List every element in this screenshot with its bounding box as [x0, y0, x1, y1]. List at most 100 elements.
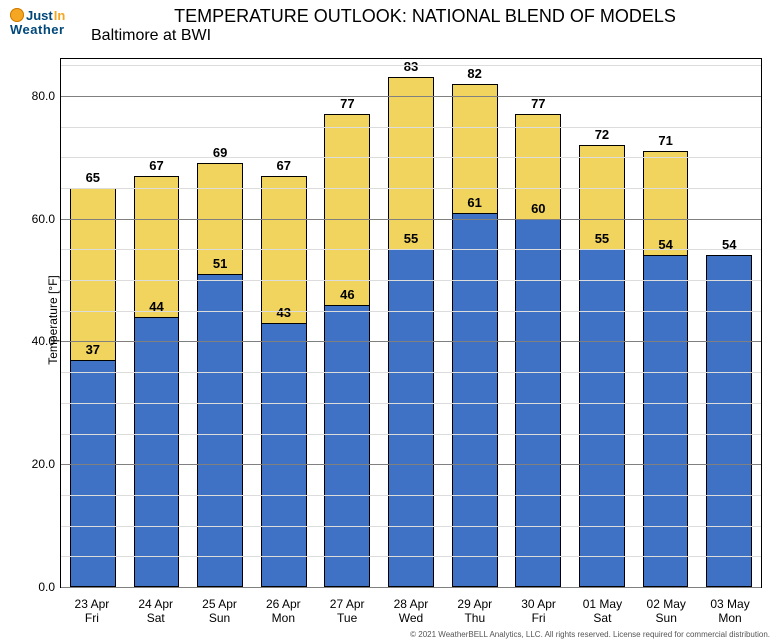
x-tick-label: 02 MaySun — [634, 598, 698, 626]
bar-high-seg — [324, 114, 370, 304]
value-label-low: 55 — [388, 231, 434, 246]
logo-text-weather: Weather — [10, 23, 65, 37]
bar-stack: 83 55 — [388, 59, 434, 587]
x-tick-label: 23 AprFri — [60, 598, 124, 626]
x-axis-ticks: 23 AprFri24 AprSat25 AprSun26 AprMon27 A… — [60, 598, 762, 626]
bar-stack: 54 — [706, 59, 752, 587]
y-axis-label: Temperature [°F] — [46, 275, 60, 365]
grid-minor — [61, 372, 761, 373]
copyright-text: © 2021 WeatherBELL Analytics, LLC. All r… — [410, 630, 770, 639]
bar-stack: 72 55 — [579, 59, 625, 587]
grid-major — [61, 96, 761, 97]
value-label-high: 82 — [452, 66, 498, 81]
value-label-low: 60 — [515, 201, 561, 216]
bar-slot: 83 55 — [379, 59, 443, 587]
bar-slot: 65 37 — [61, 59, 125, 587]
x-tick-label: 01 MaySat — [571, 598, 635, 626]
logo-text-in: In — [54, 8, 66, 23]
grid-minor — [61, 434, 761, 435]
grid-minor — [61, 127, 761, 128]
bar-low-seg — [261, 323, 307, 587]
bar-stack: 82 61 — [452, 59, 498, 587]
y-tick-label: 60.0 — [21, 212, 55, 226]
bar-low-seg — [643, 255, 689, 587]
grid-minor — [61, 157, 761, 158]
bar-stack: 6951 — [197, 59, 243, 587]
grid-minor — [61, 249, 761, 250]
value-label-low: 51 — [197, 256, 243, 271]
bar-slot: 7154 — [634, 59, 698, 587]
bars-area: 6537674469516743774683558261776072557154… — [61, 59, 761, 587]
logo-text-just: Just — [26, 8, 53, 23]
bar-high-seg — [70, 188, 116, 360]
plot-area: 6537674469516743774683558261776072557154… — [60, 58, 762, 588]
bar-low-seg — [388, 249, 434, 587]
value-label-high: 72 — [579, 127, 625, 142]
value-label-high: 71 — [643, 133, 689, 148]
bar-slot: 6744 — [125, 59, 189, 587]
logo-line1: JustIn — [10, 6, 65, 23]
y-tick-label: 20.0 — [21, 457, 55, 471]
x-tick-label: 27 AprTue — [315, 598, 379, 626]
x-tick-label: 03 MayMon — [698, 598, 762, 626]
grid-minor — [61, 526, 761, 527]
bar-slot: 82 61 — [443, 59, 507, 587]
y-tick-label: 0.0 — [21, 580, 55, 594]
bar-slot: 6951 — [188, 59, 252, 587]
bar-low-seg — [706, 255, 752, 587]
x-tick-label: 26 AprMon — [251, 598, 315, 626]
value-label-high: 83 — [388, 59, 434, 74]
bar-high-seg — [388, 77, 434, 249]
bar-stack: 7154 — [643, 59, 689, 587]
bar-stack: 6744 — [134, 59, 180, 587]
value-label-low: 43 — [261, 305, 307, 320]
grid-major — [61, 587, 761, 588]
chart-container: JustIn Weather TEMPERATURE OUTLOOK: NATI… — [0, 0, 780, 640]
header: TEMPERATURE OUTLOOK: NATIONAL BLEND OF M… — [76, 6, 774, 45]
x-tick-label: 25 AprSun — [188, 598, 252, 626]
bar-stack: 65 37 — [70, 59, 116, 587]
bar-slot: 67 43 — [252, 59, 316, 587]
bar-slot: 54 — [697, 59, 761, 587]
grid-major — [61, 464, 761, 465]
value-label-high: 77 — [515, 96, 561, 111]
value-label-low: 55 — [579, 231, 625, 246]
bar-low-seg — [70, 360, 116, 587]
value-label-high: 77 — [324, 96, 370, 111]
value-label-low: 61 — [452, 195, 498, 210]
bar-low-seg — [324, 305, 370, 587]
bar-low-seg — [197, 274, 243, 587]
value-label-low: 37 — [70, 342, 116, 357]
bar-slot: 72 55 — [570, 59, 634, 587]
x-tick-label: 29 AprThu — [443, 598, 507, 626]
grid-minor — [61, 311, 761, 312]
grid-minor — [61, 556, 761, 557]
value-label-high: 67 — [261, 158, 307, 173]
grid-major — [61, 219, 761, 220]
y-tick-label: 40.0 — [21, 334, 55, 348]
bar-slot: 77 46 — [316, 59, 380, 587]
x-tick-label: 30 AprFri — [507, 598, 571, 626]
x-tick-label: 24 AprSat — [124, 598, 188, 626]
bar-high-seg — [134, 176, 180, 317]
grid-minor — [61, 403, 761, 404]
x-tick-label: 28 AprWed — [379, 598, 443, 626]
bar-stack: 67 43 — [261, 59, 307, 587]
value-label-high: 67 — [134, 158, 180, 173]
y-tick-label: 80.0 — [21, 89, 55, 103]
bar-low-seg — [579, 249, 625, 587]
bar-stack: 77 60 — [515, 59, 561, 587]
bar-low-seg — [452, 213, 498, 588]
value-label-low: 46 — [324, 287, 370, 302]
bar-slot: 77 60 — [506, 59, 570, 587]
chart-subtitle: Baltimore at BWI — [91, 27, 774, 45]
chart-title: TEMPERATURE OUTLOOK: NATIONAL BLEND OF M… — [76, 6, 774, 27]
grid-minor — [61, 495, 761, 496]
grid-minor — [61, 188, 761, 189]
bar-stack: 77 46 — [324, 59, 370, 587]
grid-major — [61, 341, 761, 342]
sun-icon — [10, 8, 24, 22]
value-label-high: 65 — [70, 170, 116, 185]
bar-low-seg — [134, 317, 180, 587]
grid-minor — [61, 280, 761, 281]
